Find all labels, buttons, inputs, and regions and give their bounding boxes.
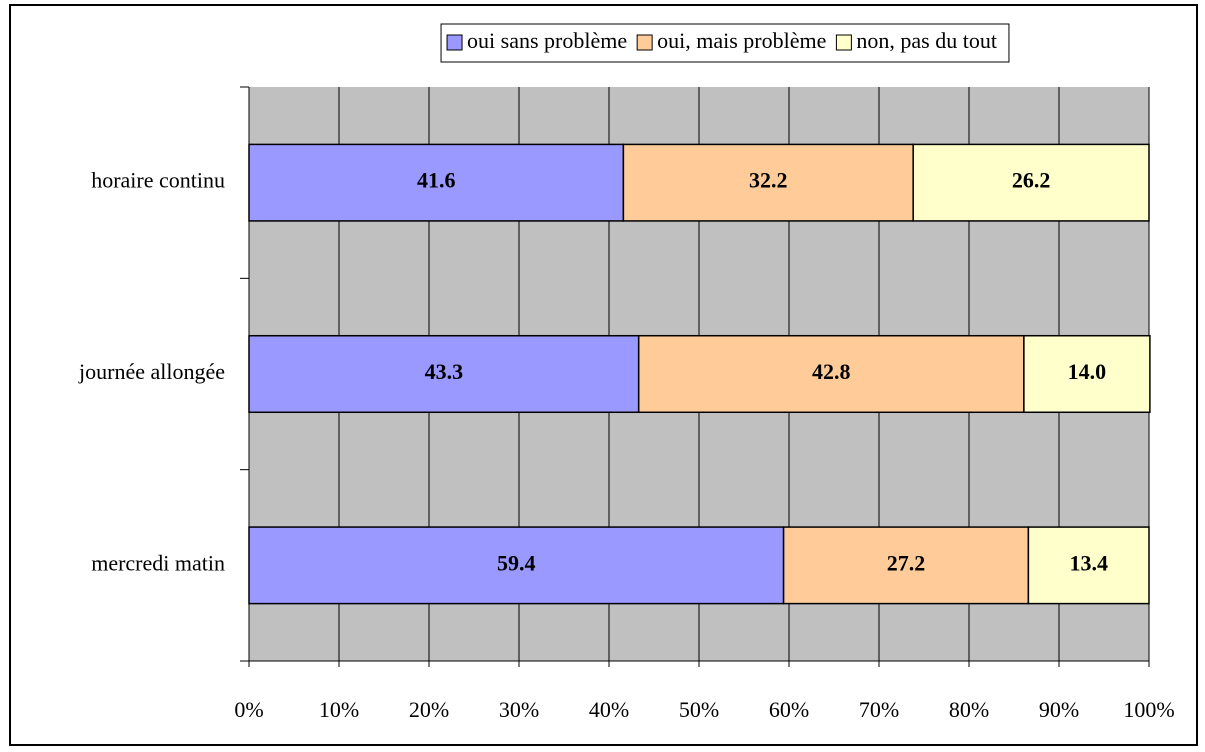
bar-segment [782, 526, 1030, 605]
data-label: 59.4 [497, 550, 536, 575]
legend [440, 23, 1010, 63]
data-label: 27.2 [887, 550, 926, 575]
y-tick-label: horaire continu [91, 168, 225, 193]
data-label: 14.0 [1068, 359, 1107, 384]
data-label: 43.3 [425, 359, 464, 384]
bar-segment [622, 143, 914, 222]
data-label: 13.4 [1069, 550, 1108, 575]
data-label: 41.6 [417, 168, 456, 193]
legend-swatch [636, 34, 653, 51]
bar-segment [248, 334, 640, 414]
legend-swatch [835, 34, 852, 51]
y-tick-label: journée allongée [78, 359, 225, 384]
y-tick-label: mercredi matin [91, 550, 225, 575]
bar-segment [912, 143, 1150, 222]
legend-swatch [446, 34, 463, 51]
legend-label: non, pas du tout [856, 28, 997, 53]
legend-label: oui sans problème [467, 28, 627, 53]
x-tick-label: 90% [1039, 697, 1079, 722]
bar-segment [1023, 334, 1151, 414]
x-tick-label: 60% [769, 697, 809, 722]
x-tick-label: 100% [1123, 697, 1174, 722]
x-tick-label: 80% [949, 697, 989, 722]
data-label: 42.8 [812, 359, 851, 384]
x-tick-label: 10% [319, 697, 359, 722]
data-label: 26.2 [1012, 168, 1051, 193]
data-label: 32.2 [749, 168, 788, 193]
x-tick-label: 20% [409, 697, 449, 722]
x-tick-label: 0% [234, 697, 263, 722]
x-tick-label: 40% [589, 697, 629, 722]
bar-segment [1027, 526, 1150, 605]
bar-segment [248, 526, 785, 605]
legend-label: oui, mais problème [657, 28, 826, 53]
x-tick-label: 70% [859, 697, 899, 722]
x-tick-label: 50% [679, 697, 719, 722]
x-tick-label: 30% [499, 697, 539, 722]
